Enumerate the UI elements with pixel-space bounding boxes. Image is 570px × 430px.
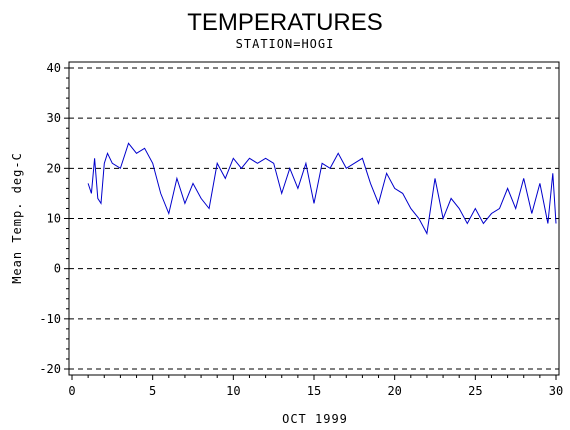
- y-tick-label: 0: [54, 262, 61, 276]
- x-axis-ticks: 0 5 10 15 20 25 30: [68, 375, 563, 398]
- temperature-series-line: [87, 142, 557, 236]
- y-axis-label: Mean Temp. deg-C: [10, 152, 24, 284]
- y-tick-label: 10: [47, 212, 61, 226]
- x-tick-label: 10: [226, 384, 240, 398]
- grid-lines: [69, 67, 559, 370]
- y-tick-label: 20: [47, 161, 61, 175]
- y-tick-label: 30: [47, 111, 61, 125]
- chart-subtitle: STATION=HOGI: [236, 37, 335, 51]
- x-tick-label: 20: [387, 384, 401, 398]
- x-tick-label: 5: [149, 384, 156, 398]
- x-tick-label: 25: [468, 384, 482, 398]
- y-tick-label: -10: [39, 312, 61, 326]
- chart-title: TEMPERATURES: [187, 9, 383, 36]
- x-tick-label: 15: [307, 384, 321, 398]
- plot-frame: [68, 61, 560, 376]
- y-axis-ticks: -20 -10 0 10 20 30 40: [39, 61, 69, 376]
- y-tick-label: -20: [39, 362, 61, 376]
- x-axis-label: OCT 1999: [282, 412, 348, 426]
- y-tick-label: 40: [47, 61, 61, 75]
- x-tick-label: 0: [68, 384, 75, 398]
- x-tick-label: 30: [549, 384, 563, 398]
